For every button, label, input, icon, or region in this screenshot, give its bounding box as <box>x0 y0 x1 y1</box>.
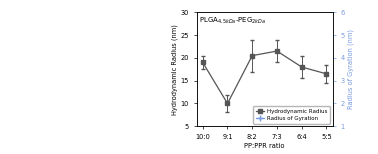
X-axis label: PP:PPR ratio: PP:PPR ratio <box>244 143 285 149</box>
Text: PLGA$_{4.5kDa}$-PEG$_{2kDa}$: PLGA$_{4.5kDa}$-PEG$_{2kDa}$ <box>199 16 266 26</box>
Legend: Hydrodynamic Radius, Radius of Gyration: Hydrodynamic Radius, Radius of Gyration <box>253 106 330 124</box>
Y-axis label: Hydrodynamic Radius (nm): Hydrodynamic Radius (nm) <box>171 24 178 115</box>
Y-axis label: Radius of Gyration (nm): Radius of Gyration (nm) <box>347 29 354 109</box>
